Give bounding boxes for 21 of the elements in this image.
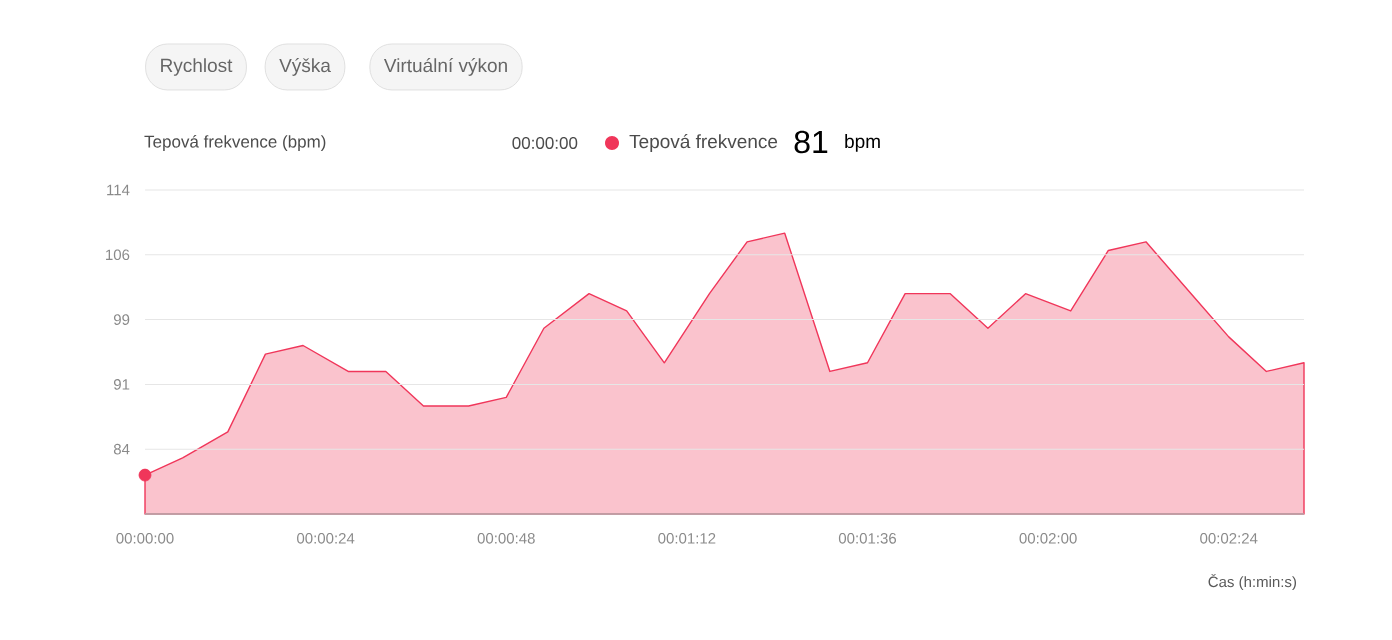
x-tick-label: 00:02:00 bbox=[1019, 533, 1077, 544]
y-tick-label: 114 bbox=[107, 184, 130, 196]
x-tick-label: 00:01:12 bbox=[658, 533, 716, 544]
x-tick-label: 00:00:48 bbox=[477, 533, 535, 544]
text: Rychlost bbox=[161, 58, 233, 76]
y-axis-title: Tepová frekvence (bpm) bbox=[144, 134, 326, 151]
text: Virtuální výkon bbox=[383, 58, 507, 76]
text: 81 bbox=[794, 130, 828, 154]
x-tick-label: 00:02:24 bbox=[1200, 533, 1258, 544]
text: Výška bbox=[279, 58, 331, 76]
text: 00:00:00 bbox=[512, 136, 578, 149]
x-tick-label: 00:00:24 bbox=[297, 533, 355, 544]
x-tick-label: 00:01:36 bbox=[838, 533, 897, 544]
y-tick-label: 106 bbox=[106, 249, 130, 261]
y-tick-label: 91 bbox=[113, 379, 130, 390]
y-tick-label: 84 bbox=[113, 443, 130, 455]
legend-label: Tepová frekvence bbox=[629, 134, 778, 152]
text: bpm bbox=[845, 134, 880, 152]
y-tick-label: 99 bbox=[113, 314, 130, 325]
x-axis-title: Čas (h:min:s) bbox=[1208, 573, 1297, 591]
x-tick-label: 00:00:00 bbox=[116, 533, 174, 544]
